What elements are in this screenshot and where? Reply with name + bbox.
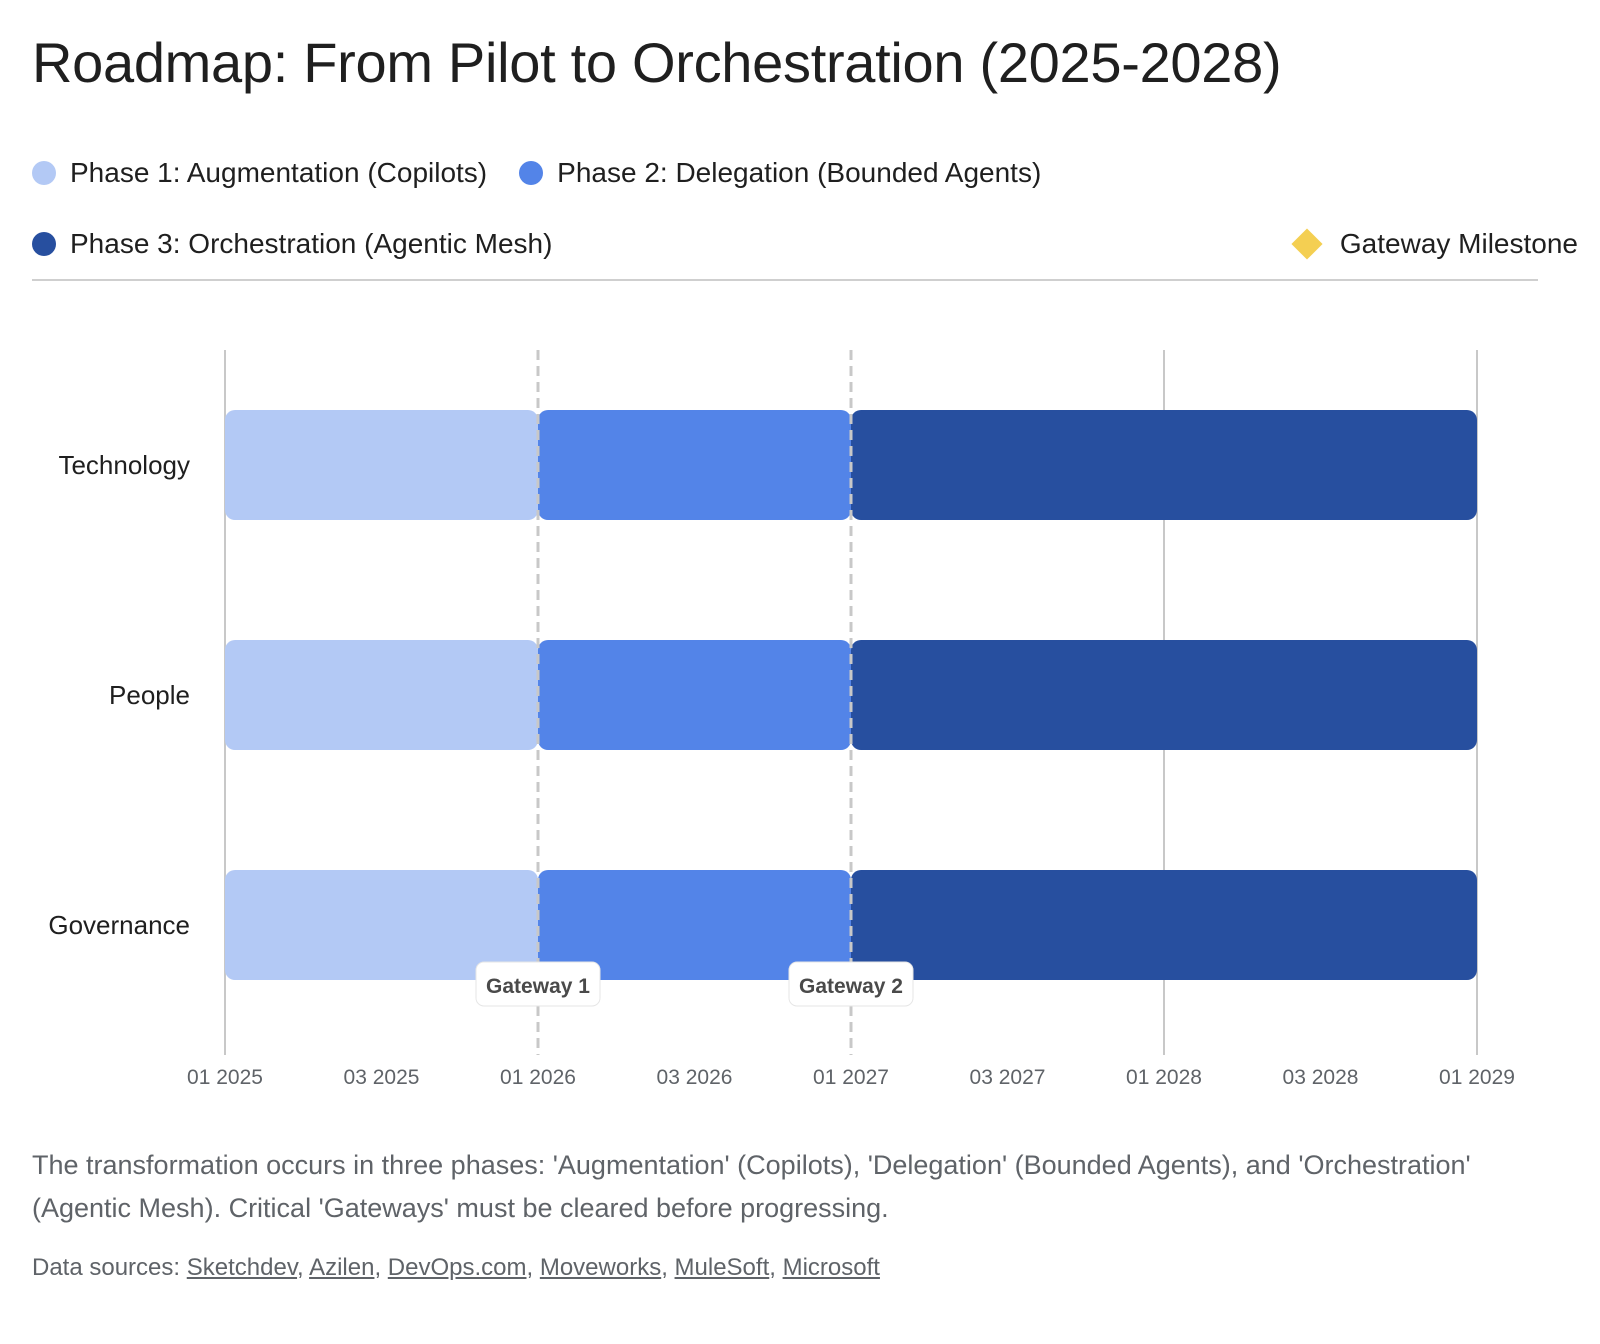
source-link-mulesoft[interactable]: MuleSoft [674,1254,770,1281]
category-label-governance: Governance [48,910,190,940]
legend-item-milestone[interactable]: Gateway Milestone [1291,221,1578,267]
bar-technology-phase3 [851,410,1477,520]
bar-governance-phase3 [851,870,1477,980]
bar-technology-phase2 [538,410,851,520]
legend-item-phase2[interactable]: Phase 2: Delegation (Bounded Agents) [519,157,1041,189]
legend-item-phase3[interactable]: Phase 3: Orchestration (Agentic Mesh) [32,228,552,260]
bar-governance-phase2 [538,870,851,980]
data-sources: Data sources: Sketchdev, Azilen, DevOps.… [32,1254,880,1281]
x-tick-label-03-2026: 03 2026 [657,1066,733,1089]
legend-divider [32,279,1538,281]
bar-technology-phase1 [225,410,538,520]
legend-label-milestone: Gateway Milestone [1339,228,1578,259]
milestone-label-1: Gateway 1 [486,975,590,998]
milestone-label-2: Gateway 2 [799,975,903,998]
x-tick-label-01-2028: 01 2028 [1126,1066,1202,1089]
gantt-chart: Technology People Governance Gateway 1 Gatew… [48,350,1515,1089]
x-tick-label-01-2029: 01 2029 [1439,1066,1515,1089]
legend-item-phase1[interactable]: Phase 1: Augmentation (Copilots) [32,157,487,189]
category-label-people: People [109,680,190,710]
x-tick-label-01-2025: 01 2025 [187,1066,263,1089]
bar-governance-phase1 [225,870,538,980]
x-tick-label-03-2027: 03 2027 [970,1066,1046,1089]
legend-swatch-milestone-diamond [1291,228,1323,260]
milestone-label-box-1 [475,961,601,1007]
legend-swatch-phase1 [32,161,56,185]
source-link-devops[interactable]: DevOps.com [387,1254,527,1281]
source-link-microsoft[interactable]: Microsoft [782,1254,880,1281]
x-tick-label-03-2025: 03 2025 [344,1066,420,1089]
milestone-label-box-2 [788,961,914,1007]
source-link-sketchdev[interactable]: Sketchdev [186,1254,298,1281]
legend-swatch-phase2 [519,161,544,185]
sources-prefix: Data sources: [32,1254,181,1281]
bar-people-phase3 [851,640,1477,750]
legend-swatch-phase3 [32,232,56,256]
source-link-moveworks[interactable]: Moveworks [539,1254,662,1281]
category-label-technology: Technology [58,450,190,480]
legend-label-phase3: Phase 3: Orchestration (Agentic Mesh) [70,228,553,259]
bar-people-phase1 [225,640,538,750]
chart-title: Roadmap: From Pilot to Orchestration (20… [32,31,1282,94]
chart-caption: The transformation occurs in three phase… [32,1150,1471,1223]
x-tick-label-03-2028: 03 2028 [1283,1066,1359,1089]
source-link-azilen[interactable]: Azilen [309,1254,375,1281]
bar-people-phase2 [538,640,851,750]
legend-label-phase1: Phase 1: Augmentation (Copilots) [70,157,488,188]
legend-label-phase2: Phase 2: Delegation (Bounded Agents) [557,157,1042,188]
x-tick-label-01-2026: 01 2026 [500,1066,576,1089]
x-tick-label-01-2027: 01 2027 [813,1066,889,1089]
